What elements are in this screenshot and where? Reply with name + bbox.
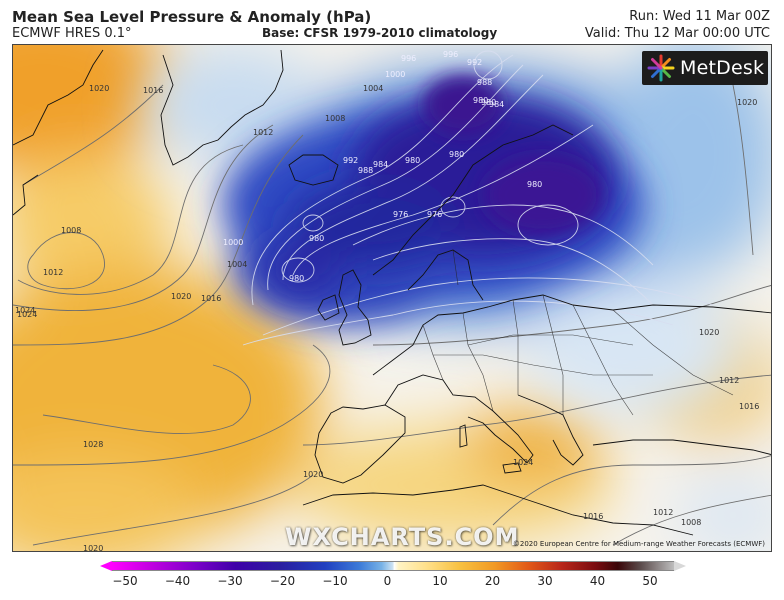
logo-text: MetDesk	[680, 57, 765, 79]
isobar-label: 1024	[15, 306, 35, 315]
isobar-label: 1016	[143, 86, 163, 95]
isobar-label: 976	[427, 210, 442, 219]
valid-time: Valid: Thu 12 Mar 00:00 UTC	[584, 26, 770, 41]
colorbar-tick-label: −10	[322, 574, 348, 588]
colorbar-tick-label: −40	[164, 574, 191, 588]
isobar-label: 1020	[737, 98, 757, 107]
isobar-label: 1024	[513, 458, 533, 467]
isobar-label: 980	[449, 150, 464, 159]
isobar-label: 1004	[227, 260, 247, 269]
anomaly-colorbar	[112, 561, 674, 571]
metdesk-starburst-icon	[647, 54, 675, 82]
isobar-label: 1024	[17, 310, 37, 319]
isobar-label: 980	[289, 274, 304, 283]
isobar-label: 1000	[223, 238, 243, 247]
isobar-label: 1004	[363, 84, 383, 93]
isobar-label: 992	[343, 156, 358, 165]
isobar-labels: 1020 1016 1012 1008 1004 1000 996 992 98…	[15, 50, 759, 552]
colorbar-tick-label: −20	[269, 574, 296, 588]
coastlines	[13, 49, 771, 536]
isobar-label: 1016	[201, 294, 221, 303]
colorbar-tick-label: 20	[484, 574, 501, 588]
isobar-label: 980	[473, 96, 488, 105]
isobar-label: 1012	[43, 268, 63, 277]
isobar-label: 1008	[681, 518, 701, 527]
pressure-anomaly-map[interactable]: 1020 1016 1012 1008 1004 1000 996 992 98…	[12, 44, 772, 552]
isobar-lines	[13, 84, 771, 546]
isobar-label: 980	[481, 98, 496, 107]
isobar-label: 1020	[303, 470, 323, 479]
isobar-label: 996	[443, 50, 458, 59]
isobar-label: 976	[393, 210, 408, 219]
isobar-label: 988	[477, 78, 492, 87]
isobar-label: 1012	[253, 128, 273, 137]
colorbar-tick-label: −50	[112, 574, 138, 588]
copyright-notice: ©2020 European Centre for Medium-range W…	[512, 540, 765, 548]
colorbar-tick-label: 0	[383, 574, 392, 588]
watermark: WXCHARTS.COM	[285, 523, 520, 551]
colorbar-ticks: −50 −40 −30 −20 −10 0 10 20 30 40 50	[0, 574, 784, 592]
isobar-label: 1020	[699, 328, 719, 337]
isobar-label: 980	[309, 234, 324, 243]
isobar-label: 984	[373, 160, 388, 169]
isobar-label: 1008	[325, 114, 345, 123]
isobar-label: 1012	[719, 376, 739, 385]
climatology-base: Base: CFSR 1979-2010 climatology	[262, 26, 498, 40]
isobar-label: 1016	[739, 402, 759, 411]
isobar-label: 1012	[653, 508, 673, 517]
run-time: Run: Wed 11 Mar 00Z	[629, 9, 770, 24]
colorbar-tick-label: 30	[537, 574, 553, 588]
colorbar-tick-label: 50	[642, 574, 658, 588]
isobar-label: 980	[527, 180, 542, 189]
country-borders	[422, 249, 734, 416]
isobar-label: 1020	[171, 292, 191, 301]
model-name: ECMWF HRES 0.1°	[12, 26, 132, 41]
colorbar-min-arrow	[100, 561, 112, 571]
isobar-label: 992	[467, 58, 482, 67]
isobar-label: 1008	[61, 226, 81, 235]
anomaly-field	[13, 45, 771, 551]
metdesk-logo: MetDesk	[642, 51, 768, 85]
colorbar-tick-label: 10	[432, 574, 448, 588]
isobar-label: 988	[358, 166, 373, 175]
colorbar-tick-label: 40	[589, 574, 606, 588]
isobar-label: 996	[401, 54, 416, 63]
isobar-label: 984	[489, 100, 504, 109]
isobar-label: 1028	[83, 440, 103, 449]
isobar-label: 980	[405, 156, 420, 165]
isobar-label: 1020	[83, 544, 103, 552]
chart-title: Mean Sea Level Pressure & Anomaly (hPa)	[12, 8, 372, 26]
isobar-label: 1020	[89, 84, 109, 93]
colorbar-max-arrow	[674, 561, 686, 571]
isobar-label: 1000	[385, 70, 405, 79]
colorbar-tick-label: −30	[217, 574, 243, 588]
isobar-label: 1016	[583, 512, 603, 521]
